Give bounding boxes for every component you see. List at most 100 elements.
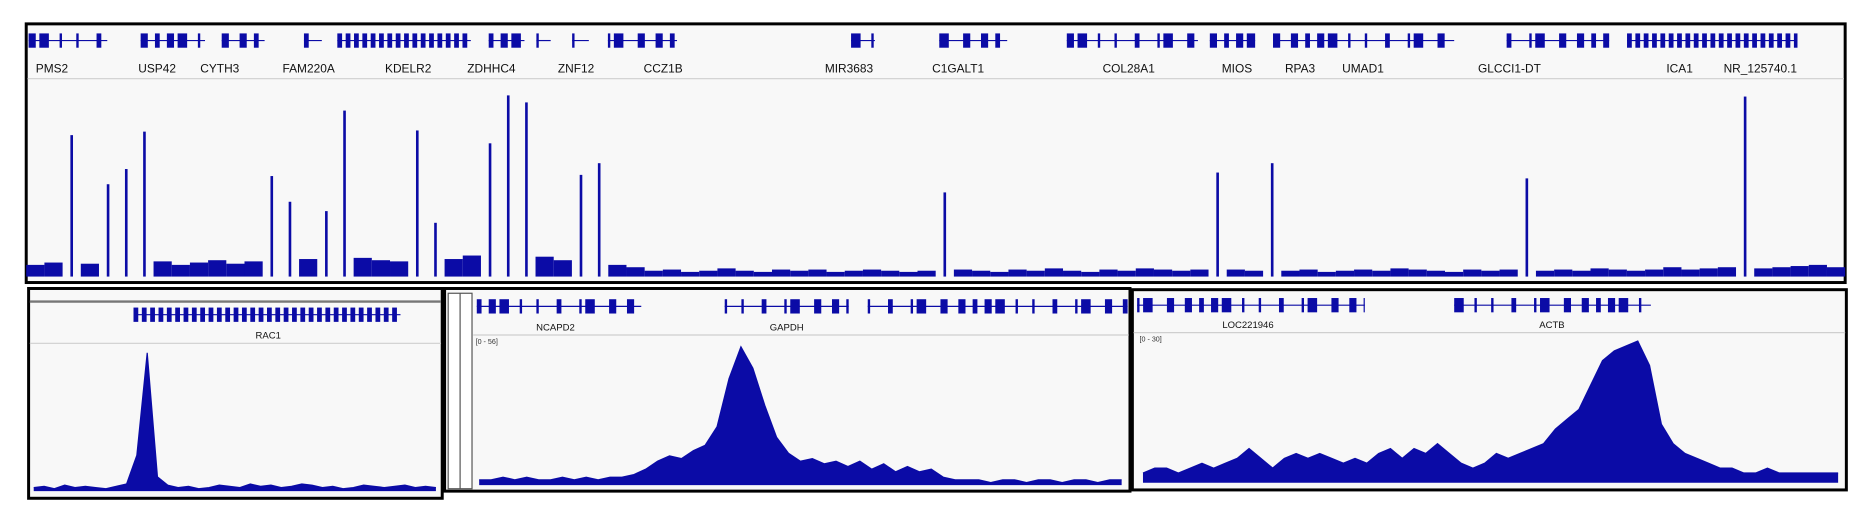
coverage-bar — [462, 255, 481, 277]
coverage-bar — [299, 259, 318, 277]
gene-exon — [1474, 298, 1477, 313]
range-label: [0 - 56] — [476, 338, 498, 346]
coverage-bar — [288, 201, 292, 277]
coverage-bar — [662, 269, 682, 277]
gene-exon — [392, 307, 397, 322]
gene-exon — [1211, 298, 1219, 313]
gene-exon — [1114, 33, 1117, 48]
gene-exon — [1511, 298, 1517, 313]
gene-exon — [1437, 33, 1445, 48]
gene-exon — [1660, 33, 1666, 48]
gene-exon — [916, 299, 927, 314]
gene-exon — [1535, 33, 1545, 48]
gene-exon — [221, 33, 229, 48]
gene-exon — [1364, 33, 1368, 48]
gene-exon — [1187, 33, 1195, 48]
gene-exon — [655, 33, 663, 48]
gene-label: ZNF12 — [558, 61, 595, 75]
gene-exon — [1077, 33, 1088, 48]
gene-exon — [59, 33, 62, 48]
coverage-bar — [735, 270, 754, 277]
gene-exon — [1743, 33, 1749, 48]
gene-exon — [1097, 33, 1101, 48]
coverage-bar — [881, 270, 900, 277]
gene-exon — [724, 299, 728, 314]
gene-exon — [317, 307, 322, 322]
gene-exon — [1278, 298, 1284, 313]
gene-exon — [1591, 33, 1597, 48]
gene-exon — [984, 299, 992, 314]
gene-exon — [940, 299, 948, 314]
gene-exon — [1785, 33, 1791, 48]
coverage-bar — [80, 263, 99, 277]
gene-exon — [1710, 33, 1716, 48]
gene-exon — [1760, 33, 1766, 48]
gene-exon — [1075, 299, 1078, 314]
gene-label: LOC221946 — [1222, 320, 1273, 331]
gene-exon — [241, 307, 247, 322]
coverage-bar — [1699, 268, 1718, 277]
gene-exon — [972, 299, 978, 314]
gene-exon — [1157, 33, 1160, 48]
coverage-bar — [70, 135, 74, 277]
coverage-bar — [1153, 269, 1173, 277]
gene-exon — [177, 33, 188, 48]
gene-label: RAC1 — [255, 331, 280, 342]
gene-exon — [1491, 298, 1494, 313]
coverage-bar — [1244, 270, 1264, 277]
coverage-bar — [626, 267, 645, 277]
gene-exon — [445, 33, 451, 48]
coverage-bar — [953, 269, 973, 277]
gene-exon — [350, 307, 356, 322]
gene-exon — [609, 299, 617, 314]
gene-exon — [831, 299, 840, 314]
coverage-bar — [844, 270, 863, 277]
gene-exon — [910, 299, 914, 314]
coverage-bar — [1270, 163, 1274, 277]
top-panel — [24, 22, 1847, 285]
gene-label: UMAD1 — [1342, 61, 1384, 75]
gene-label: GAPDH — [770, 322, 804, 333]
gene-exon — [1559, 33, 1567, 48]
gene-exon — [499, 299, 509, 314]
coverage-bar — [1790, 266, 1809, 277]
gene-exon — [166, 33, 175, 48]
gene-exon — [846, 299, 849, 314]
coverage-bar — [917, 270, 936, 277]
gene-exon — [225, 307, 231, 322]
coverage-bar — [1626, 270, 1646, 277]
panel-rac1 — [27, 287, 444, 500]
gene-exon — [1727, 33, 1732, 48]
gene-exon — [267, 307, 272, 322]
coverage-bar — [717, 268, 736, 277]
coverage-bar — [1826, 267, 1846, 277]
gene-exon — [1301, 298, 1305, 313]
gene-exon — [333, 307, 339, 322]
gene-label: NCAPD2 — [536, 322, 575, 333]
coverage-profile — [1142, 340, 1839, 474]
gene-exon — [1413, 33, 1424, 48]
gene-exon — [1454, 298, 1464, 313]
gene-exon — [1015, 299, 1018, 314]
gene-exon — [1627, 33, 1632, 48]
coverage-bar — [106, 184, 110, 277]
gene-label: FAM220A — [282, 61, 334, 75]
coverage-bar — [1754, 268, 1773, 277]
gene-exon — [1163, 33, 1173, 48]
gene-exon — [572, 33, 575, 48]
gene-exon — [1685, 33, 1691, 48]
gene-exon — [292, 307, 297, 322]
gene-exon — [1331, 298, 1339, 313]
gene-exon — [1363, 298, 1365, 313]
coverage-bar — [1117, 270, 1136, 277]
gene-exon — [1702, 33, 1707, 48]
gene-exon — [613, 33, 624, 48]
coverage-bar — [1190, 269, 1209, 277]
gene-exon — [412, 33, 418, 48]
gene-exon — [1407, 33, 1411, 48]
gene-label: RPA3 — [1285, 61, 1316, 75]
coverage-bar — [579, 174, 583, 277]
gene-exon — [191, 307, 197, 322]
gene-exon — [500, 33, 508, 48]
